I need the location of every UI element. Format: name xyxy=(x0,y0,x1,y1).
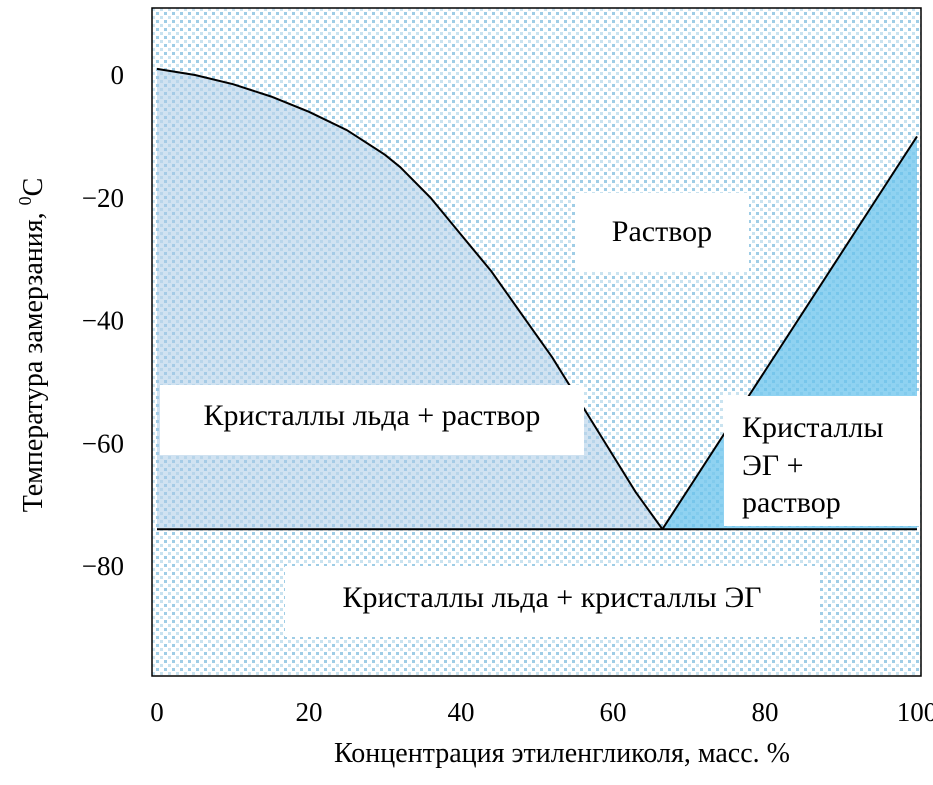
x-tick-label: 20 xyxy=(296,697,323,727)
region-text-line-1: Кристаллы xyxy=(742,411,884,444)
y-tick-label: 0 xyxy=(111,60,125,90)
x-axis-label: Концентрация этиленгликоля, масс. % xyxy=(334,738,790,769)
y-axis-label: Температура замерзания, 0С xyxy=(15,178,49,513)
region-text-line-3: раствор xyxy=(742,486,841,519)
plot-frame xyxy=(151,7,922,677)
y-tick-label: −80 xyxy=(82,551,124,581)
region-text: Раствор xyxy=(612,215,712,248)
y-tick-label: −40 xyxy=(82,306,124,336)
x-tick-label: 0 xyxy=(150,697,164,727)
x-tick-label: 100 xyxy=(897,697,933,727)
x-axis-ticks: 0 20 40 60 80 100 xyxy=(150,697,933,727)
region-text: Кристаллы льда + кристаллы ЭГ xyxy=(343,581,762,614)
liquidus-eg-line xyxy=(661,135,918,530)
region-label-solution: Раствор xyxy=(576,193,749,272)
x-tick-label: 80 xyxy=(752,697,779,727)
region-text-line-2: ЭГ + xyxy=(742,449,804,482)
region-label-ice-eg-crystals: Кристаллы льда + кристаллы ЭГ xyxy=(285,566,820,637)
x-tick-label: 40 xyxy=(448,697,475,727)
liquidus-ice-curve xyxy=(156,67,664,530)
y-tick-label: −60 xyxy=(82,428,124,458)
region-text: Кристаллы льда + раствор xyxy=(204,399,541,432)
y-axis-label-base: Температура замерзания, xyxy=(18,205,49,512)
x-tick-label: 60 xyxy=(600,697,627,727)
y-axis-label-sup: 0 xyxy=(15,196,35,205)
region-label-ice-solution: Кристаллы льда + раствор xyxy=(160,385,584,455)
region-label-eg-solution: Кристаллы ЭГ + раствор xyxy=(724,396,920,526)
y-axis-label-unit: С xyxy=(18,178,49,197)
y-axis-ticks: 0 −20 −40 −60 −80 xyxy=(82,60,124,581)
y-tick-label: −20 xyxy=(82,183,124,213)
